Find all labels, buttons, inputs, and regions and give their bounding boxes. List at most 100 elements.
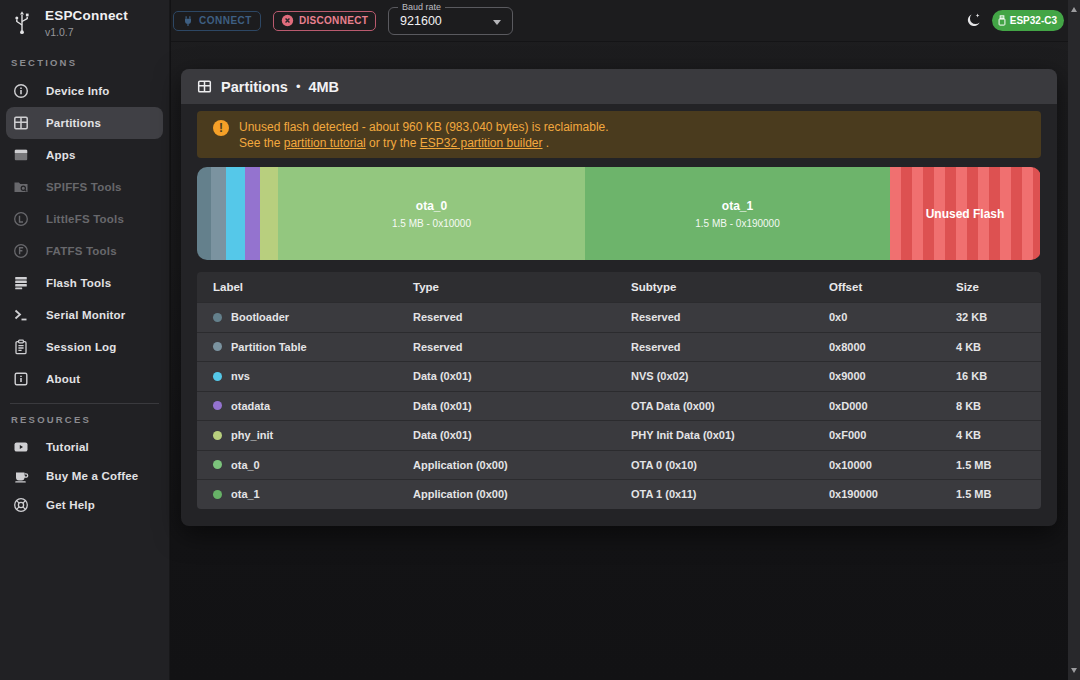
sections-label: SECTIONS [11, 57, 169, 68]
usb-logo-icon [12, 10, 32, 36]
partition-table: LabelTypeSubtypeOffsetSize Bootloader Res… [197, 272, 1041, 509]
table-row-ota-1: ota_1Application (0x00)OTA 1 (0x11)0x190… [197, 479, 1041, 509]
table-header-row: LabelTypeSubtypeOffsetSize [197, 272, 1041, 302]
cell-label: Partition Table [231, 341, 307, 353]
sidebar-item-label: LittleFS Tools [46, 213, 124, 225]
separator-dot: • [296, 79, 301, 94]
sidebar-item-label: Apps [46, 149, 76, 161]
disconnect-button[interactable]: DISCONNECT [273, 11, 376, 31]
sidebar-item-label: Tutorial [46, 441, 89, 453]
help-icon [13, 497, 29, 513]
partition-color-dot [213, 372, 222, 381]
sidebar-item-serial-monitor[interactable]: Serial Monitor [6, 299, 163, 331]
sidebar-item-flash-tools[interactable]: Flash Tools [6, 267, 163, 299]
sidebar-item-littlefs-tools[interactable]: LittleFS Tools [6, 203, 163, 235]
column-header-size: Size [956, 281, 1041, 293]
cell-type: Application (0x00) [413, 459, 631, 471]
coffee-icon [13, 468, 29, 484]
cell-size: 4 KB [956, 341, 1041, 353]
cell-subtype: Reserved [631, 341, 829, 353]
cell-size: 4 KB [956, 429, 1041, 441]
scroll-up-arrow[interactable] [1071, 7, 1077, 12]
grid-icon [13, 115, 29, 131]
column-header-label: Label [197, 281, 413, 293]
partition-segment-bootloader [197, 167, 211, 260]
segment-label: Unused Flash [926, 207, 1005, 221]
topbar-right: ESP32-C3 [965, 10, 1066, 31]
app-logo-header: ESPConnect v1.0.7 [0, 0, 169, 42]
cell-type: Data (0x01) [413, 429, 631, 441]
baud-rate-label: Baud rate [398, 2, 445, 12]
cell-size: 1.5 MB [956, 459, 1041, 471]
cell-subtype: PHY Init Data (0x01) [631, 429, 829, 441]
sidebar-item-label: Partitions [46, 117, 101, 129]
card-title: Partitions [221, 79, 288, 95]
cell-size: 1.5 MB [956, 488, 1041, 500]
esp32-partition-builder-link[interactable]: ESP32 partition builder [420, 136, 543, 150]
scroll-down-arrow[interactable] [1071, 668, 1077, 673]
warning-line1: Unused flash detected - about 960 KB (98… [239, 119, 609, 135]
partition-color-dot [213, 401, 222, 410]
partition-color-dot [213, 460, 222, 469]
cell-label: ota_1 [231, 488, 260, 500]
sidebar-item-apps[interactable]: Apps [6, 139, 163, 171]
cell-label: nvs [231, 370, 250, 382]
cell-offset: 0x0 [829, 311, 956, 323]
partition-tutorial-link[interactable]: partition tutorial [284, 136, 366, 150]
cell-offset: 0x9000 [829, 370, 956, 382]
sidebar-item-about[interactable]: About [6, 363, 163, 395]
sidebar-item-partitions[interactable]: Partitions [6, 107, 163, 139]
window-icon [13, 147, 29, 163]
sidebar-item-tutorial[interactable]: Tutorial [6, 432, 163, 461]
folder-search-icon [13, 179, 29, 195]
sidebar-item-session-log[interactable]: Session Log [6, 331, 163, 363]
sidebar-item-buy-me-a-coffee[interactable]: Buy Me a Coffee [6, 461, 163, 490]
sidebar-item-device-info[interactable]: Device Info [6, 75, 163, 107]
sidebar-item-fatfs-tools[interactable]: FATFS Tools [6, 235, 163, 267]
table-grid-icon [197, 79, 212, 94]
circle-l-icon [13, 211, 29, 227]
cell-label: ota_0 [231, 459, 260, 471]
table-row-nvs: nvsData (0x01)NVS (0x02)0x900016 KB [197, 361, 1041, 391]
table-row-ota-0: ota_0Application (0x00)OTA 0 (0x10)0x100… [197, 450, 1041, 480]
table-row-partition-table: Partition TableReservedReserved0x80004 K… [197, 332, 1041, 362]
warning-see-prefix: See the [239, 136, 284, 150]
info-square-icon [13, 371, 29, 387]
sidebar-item-get-help[interactable]: Get Help [6, 490, 163, 519]
sidebar-divider [10, 403, 159, 404]
topbar: CONNECT DISCONNECT Baud rate 921600 ESP3… [171, 0, 1068, 42]
usb-stick-icon [997, 14, 1007, 27]
connect-button[interactable]: CONNECT [173, 11, 261, 31]
cell-subtype: OTA 0 (0x10) [631, 459, 829, 471]
warning-line2: See the partition tutorial or try the ES… [239, 135, 609, 151]
partitions-card: Partitions • 4MB ! Unused flash detected… [181, 69, 1057, 526]
partition-color-dot [213, 342, 222, 351]
warning-text: Unused flash detected - about 960 KB (98… [239, 119, 609, 151]
sidebar-item-spiffs-tools[interactable]: SPIFFS Tools [6, 171, 163, 203]
sidebar-item-label: Device Info [46, 85, 110, 97]
partition-segment-unused-flash: Unused Flash [890, 167, 1040, 260]
plug-icon [182, 15, 194, 27]
segment-label: ota_1 [722, 199, 753, 213]
partition-segment-partition-table [211, 167, 226, 260]
scrollbar[interactable] [1068, 0, 1080, 680]
partition-color-dot [213, 431, 222, 440]
sections-nav: Device Info Partitions Apps SPIFFS Tools Lit… [0, 75, 169, 395]
column-header-subtype: Subtype [631, 281, 829, 293]
main-region: CONNECT DISCONNECT Baud rate 921600 ESP3… [171, 0, 1068, 680]
clipboard-icon [13, 339, 29, 355]
card-header: Partitions • 4MB [181, 69, 1057, 104]
cell-type: Data (0x01) [413, 400, 631, 412]
table-row-phy-init: phy_initData (0x01)PHY Init Data (0x01)0… [197, 420, 1041, 450]
device-badge: ESP32-C3 [992, 10, 1064, 31]
cell-subtype: OTA Data (0x00) [631, 400, 829, 412]
sidebar-item-label: Serial Monitor [46, 309, 125, 321]
cell-subtype: OTA 1 (0x11) [631, 488, 829, 500]
cell-label: Bootloader [231, 311, 289, 323]
sidebar-item-label: Flash Tools [46, 277, 111, 289]
baud-rate-select[interactable]: Baud rate 921600 [388, 7, 513, 35]
theme-toggle-moon-icon[interactable] [965, 12, 982, 29]
disconnect-label: DISCONNECT [299, 15, 368, 26]
table-row-otadata: otadataData (0x01)OTA Data (0x00)0xD0008… [197, 391, 1041, 421]
partition-color-dot [213, 313, 222, 322]
